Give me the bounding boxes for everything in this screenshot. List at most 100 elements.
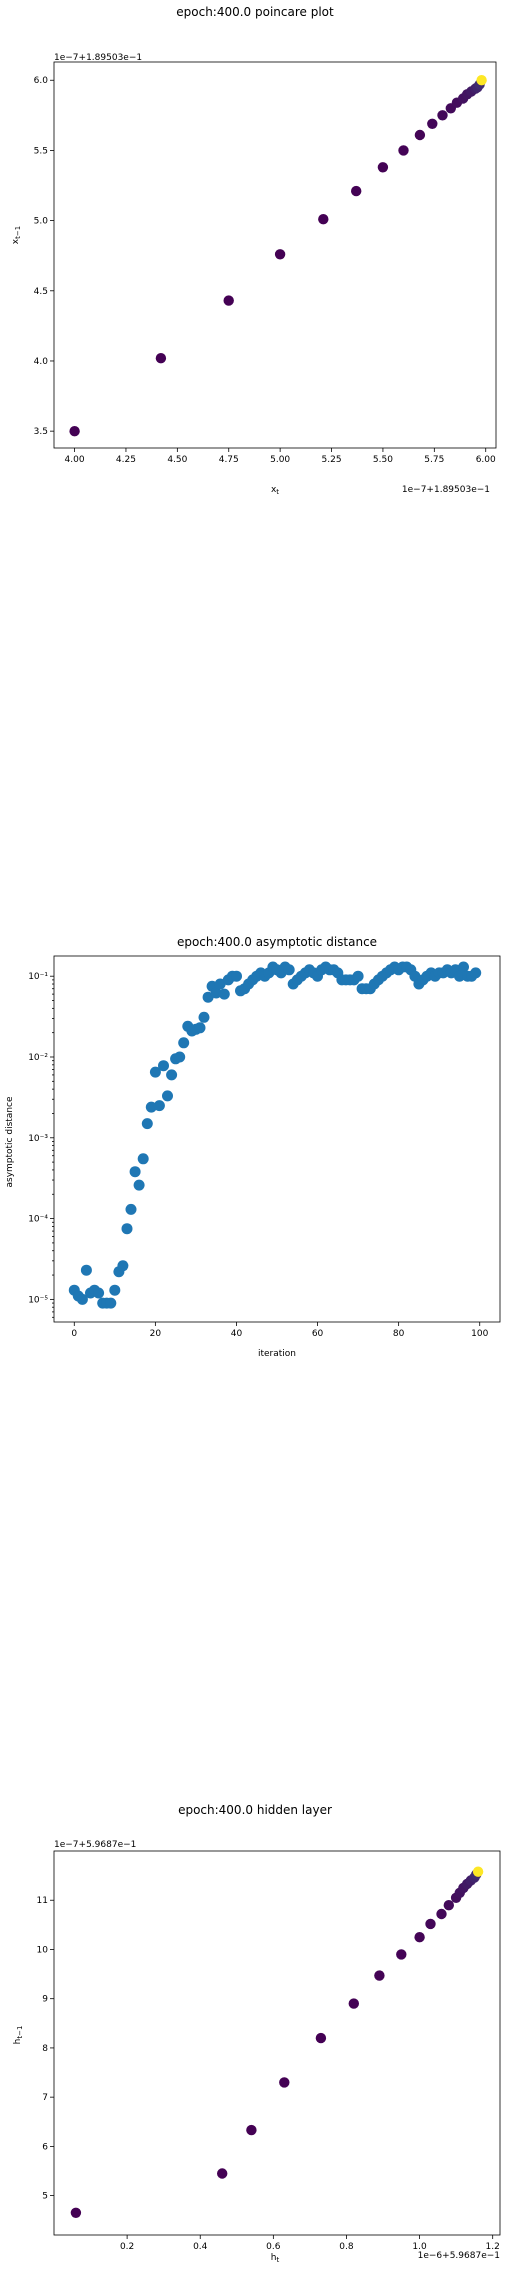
data-point — [117, 1260, 129, 1272]
data-point — [153, 1100, 165, 1112]
data-point — [223, 295, 234, 306]
data-point — [318, 214, 329, 225]
data-point — [398, 145, 409, 156]
y-tick-label: 7 — [42, 2093, 48, 2103]
data-point — [476, 75, 487, 86]
y-offset-label: 1e−7+5.9687e−1 — [54, 1840, 136, 1850]
data-point — [202, 991, 214, 1003]
data-point — [274, 249, 286, 260]
x-tick-label: 0.8 — [339, 2242, 354, 2252]
data-point — [70, 2207, 82, 2218]
data-point — [125, 1203, 137, 1215]
y-axis-label: asymptotic distance — [5, 1096, 15, 1187]
data-point — [377, 162, 389, 173]
x-offset-label: 1e−7+1.89503e−1 — [402, 485, 490, 495]
data-point — [315, 2032, 327, 2044]
data-point — [396, 1949, 407, 1960]
plot-frame — [53, 61, 497, 449]
data-point — [279, 2077, 290, 2088]
data-point — [458, 961, 469, 973]
y-tick-label: 10⁻¹ — [28, 972, 48, 982]
data-point — [121, 1223, 133, 1235]
x-tick-label: 0.2 — [120, 2242, 134, 2252]
x-tick-label: 4.75 — [219, 455, 239, 465]
data-point — [472, 1866, 484, 1877]
y-tick-label: 9 — [42, 1995, 48, 2005]
data-point — [198, 1011, 210, 1023]
poincare-plot: epoch:400.0 poincare plot 1e−7+1.89503e−… — [11, 5, 497, 496]
data-point — [443, 1900, 454, 1911]
y-tick-label: 6.0 — [34, 76, 49, 86]
data-point — [210, 987, 222, 999]
x-tick-label: 1.2 — [486, 2242, 500, 2252]
data-point — [436, 1908, 447, 1920]
x-tick-label: 4.25 — [116, 455, 136, 465]
data-point — [76, 1293, 88, 1305]
x-tick-label: 6.00 — [476, 455, 496, 465]
data-point — [214, 978, 226, 990]
x-tick-label: 100 — [471, 1329, 488, 1339]
data-point — [109, 1284, 121, 1296]
x-tick-label: 80 — [393, 1329, 405, 1339]
y-tick-label: 3.5 — [34, 427, 48, 437]
data-point — [174, 1051, 186, 1063]
x-tick-label: 5.75 — [424, 455, 444, 465]
x-axis-label: xt — [271, 485, 279, 496]
data-point — [231, 970, 242, 982]
data-point — [374, 1970, 385, 1981]
data-point — [246, 2124, 257, 2136]
x-tick-label: 0.6 — [266, 2242, 281, 2252]
y-tick-label: 11 — [37, 1896, 48, 1906]
x-tick-label: 0 — [71, 1329, 77, 1339]
data-point — [352, 970, 364, 982]
data-point — [427, 118, 438, 129]
data-point — [178, 1037, 190, 1049]
chart-title: epoch:400.0 poincare plot — [176, 5, 334, 19]
x-tick-label: 20 — [150, 1329, 162, 1339]
y-tick-label: 10⁻⁵ — [28, 1295, 48, 1305]
hidden-layer-plot: epoch:400.0 hidden layer 1e−7+5.9687e−1 … — [13, 1803, 501, 2264]
chart-title: epoch:400.0 hidden layer — [178, 1803, 332, 1817]
x-axis-label: ht — [271, 2253, 280, 2264]
plot-frame — [53, 955, 501, 1323]
data-point — [133, 1179, 145, 1191]
data-point — [414, 1932, 425, 1943]
data-point — [414, 129, 426, 141]
data-point — [437, 110, 448, 121]
y-tick-label: 6 — [42, 2142, 48, 2152]
x-tick-label: 5.25 — [322, 455, 342, 465]
data-point — [149, 1066, 161, 1078]
data-point — [69, 426, 80, 437]
y-tick-label: 10⁻⁴ — [28, 1215, 48, 1225]
data-point — [166, 1069, 178, 1081]
data-point — [129, 1166, 141, 1178]
y-tick-label: 5.5 — [34, 146, 48, 156]
data-point — [162, 1090, 173, 1102]
chart-title: epoch:400.0 asymptotic distance — [177, 935, 377, 949]
y-tick-label: 4.5 — [34, 287, 48, 297]
x-tick-label: 0.4 — [193, 2242, 208, 2252]
y-axis-label: ht−1 — [13, 2026, 24, 2045]
plot-frame — [53, 1850, 501, 2236]
y-tick-label: 10 — [37, 1945, 49, 1955]
x-axis-label: iteration — [258, 1349, 296, 1359]
x-tick-label: 4.00 — [65, 455, 85, 465]
data-point — [348, 1998, 359, 2009]
data-point — [454, 970, 465, 982]
data-point — [425, 1918, 436, 1930]
data-point — [351, 185, 362, 197]
data-point — [137, 1153, 149, 1165]
y-offset-label: 1e−7+1.89503e−1 — [54, 53, 142, 63]
y-axis-label: xt−1 — [11, 226, 22, 244]
x-tick-label: 60 — [312, 1329, 324, 1339]
data-point — [155, 353, 167, 364]
y-tick-label: 10⁻² — [28, 1053, 48, 1063]
x-tick-label: 5.00 — [270, 455, 290, 465]
y-tick-label: 5.0 — [34, 217, 49, 227]
y-tick-label: 5 — [42, 2192, 48, 2202]
asymptotic-distance-plot: epoch:400.0 asymptotic distance iteratio… — [5, 935, 501, 1359]
y-tick-label: 10⁻³ — [28, 1134, 48, 1144]
y-tick-label: 8 — [42, 2044, 48, 2054]
data-point — [217, 2168, 228, 2179]
y-tick-label: 4.0 — [34, 357, 49, 367]
